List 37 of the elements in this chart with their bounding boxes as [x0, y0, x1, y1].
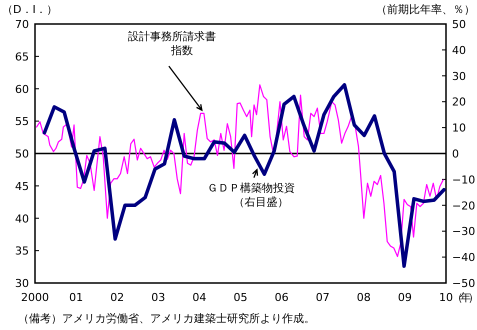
y-tick-label: 30 — [15, 277, 29, 290]
y2-tick-label: −20 — [452, 199, 476, 212]
y2-tick-label: −10 — [452, 173, 476, 186]
x-tick-label: 01 — [69, 291, 84, 304]
y2-tick-label: 10 — [452, 122, 466, 135]
y-tick-label: 55 — [15, 115, 29, 128]
text: （備考）アメリカ労働省、アメリカ建築士研究所より作成。 — [18, 312, 315, 325]
y2-axis-title: （前期比年率、％） — [376, 3, 475, 16]
y-tick-label: 70 — [15, 18, 29, 31]
y2-tick-label: 50 — [452, 18, 466, 31]
x-tick-label: 2000 — [21, 291, 49, 304]
x-tick-label: 03 — [151, 291, 166, 304]
y2-tick-label: 20 — [452, 96, 466, 109]
x-tick-label: 06 — [274, 291, 289, 304]
x-tick-label: 07 — [316, 291, 330, 304]
y-tick-label: 40 — [15, 212, 29, 226]
x-tick-label: 09 — [398, 291, 412, 304]
y2-tick-label: −30 — [452, 225, 476, 238]
y-tick-label: 35 — [15, 244, 29, 258]
x-axis-title: （年） — [452, 291, 476, 304]
y2-tick-label: 40 — [452, 44, 466, 57]
x-tick-label: 04 — [192, 291, 206, 304]
y-tick-label: 60 — [15, 82, 29, 96]
y2-tick-label: −40 — [452, 251, 476, 264]
annotation: 設計事務所請求書指数 — [128, 30, 216, 58]
x-tick-label: 02 — [110, 291, 124, 304]
y-tick-label: 45 — [15, 180, 29, 193]
x-tick-label: 08 — [356, 291, 371, 304]
annotation: ＧＤＰ構築物投資（右目盛） — [206, 182, 295, 209]
x-tick-label: 10 — [439, 291, 453, 304]
y-axis-title: （D．I．） — [2, 3, 58, 16]
y2-tick-label: −50 — [452, 277, 476, 290]
y2-tick-label: 0 — [452, 148, 459, 160]
y-tick-label: 65 — [15, 50, 29, 64]
x-tick-label: 05 — [234, 291, 248, 304]
y-tick-label: 50 — [15, 148, 29, 160]
y2-tick-label: 30 — [452, 70, 466, 83]
